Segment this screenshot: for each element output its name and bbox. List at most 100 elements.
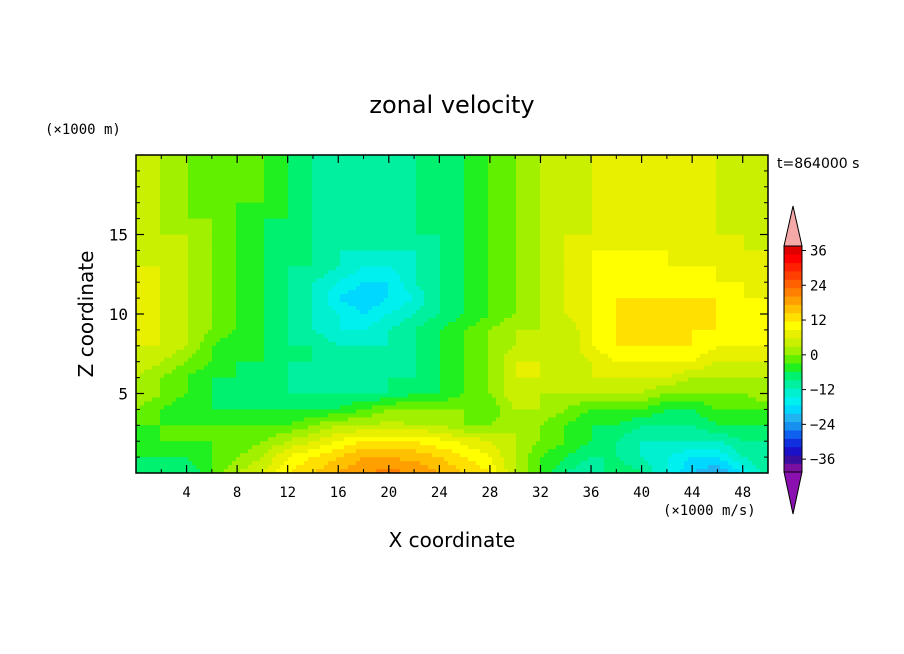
field-cell [208, 258, 213, 263]
field-cell [320, 214, 325, 220]
field-cell [564, 174, 569, 180]
field-cell [236, 254, 241, 259]
field-cell [636, 194, 641, 200]
field-cell [204, 158, 209, 164]
field-cell [756, 258, 761, 263]
field-cell [736, 234, 741, 240]
field-cell [612, 266, 617, 271]
field-cell [628, 262, 633, 267]
field-cell [428, 262, 433, 267]
field-cell [580, 155, 585, 160]
field-cell [692, 198, 697, 204]
field-cell [324, 262, 329, 267]
field-cell [640, 214, 645, 220]
field-cell [444, 178, 449, 184]
field-cell [580, 246, 585, 252]
field-cell [472, 186, 477, 192]
field-cell [352, 202, 357, 208]
field-cell [588, 218, 593, 224]
field-cell [216, 266, 221, 271]
field-cell [360, 186, 365, 192]
field-cell [364, 170, 369, 176]
field-cell [424, 266, 429, 271]
field-cell [640, 174, 645, 180]
field-cell [332, 182, 337, 188]
field-cell [224, 226, 229, 232]
field-cell [448, 182, 453, 188]
field-cell [376, 266, 381, 271]
field-cell [576, 162, 581, 168]
field-cell [620, 274, 625, 279]
field-cell [448, 174, 453, 180]
field-cell [744, 178, 749, 184]
field-cell [516, 170, 521, 176]
field-cell [396, 274, 401, 279]
field-cell [740, 218, 745, 224]
field-cell [568, 162, 573, 168]
field-cell [744, 194, 749, 200]
field-cell [628, 270, 633, 275]
field-cell [164, 270, 169, 275]
field-cell [560, 178, 565, 184]
field-cell [288, 162, 293, 168]
field-cell [632, 162, 637, 168]
field-cell [424, 242, 429, 248]
field-cell [756, 254, 761, 259]
field-cell [148, 194, 153, 200]
field-cell [364, 206, 369, 212]
field-cell [584, 254, 589, 259]
field-cell [428, 226, 433, 232]
field-cell [176, 214, 181, 220]
field-cell [556, 194, 561, 200]
field-cell [568, 250, 573, 255]
field-cell [608, 170, 613, 176]
field-cell [332, 238, 337, 244]
field-cell [464, 190, 469, 196]
field-cell [244, 178, 249, 184]
field-cell [612, 190, 617, 196]
field-cell [460, 210, 465, 216]
field-cell [760, 198, 765, 204]
field-cell [292, 266, 297, 271]
field-cell [748, 222, 753, 228]
field-cell [604, 266, 609, 271]
field-cell [420, 190, 425, 196]
field-cell [264, 262, 269, 267]
field-cell [400, 170, 405, 176]
field-cell [428, 155, 433, 160]
field-cell [308, 226, 313, 232]
field-cell [276, 246, 281, 252]
field-cell [416, 278, 421, 283]
field-cell [192, 214, 197, 220]
field-cell [452, 278, 457, 283]
field-cell [552, 226, 557, 232]
field-cell [356, 266, 361, 271]
field-cell [564, 206, 569, 212]
field-cell [428, 222, 433, 228]
field-cell [344, 262, 349, 267]
field-cell [408, 254, 413, 259]
field-cell [624, 246, 629, 252]
field-cell [560, 174, 565, 180]
field-cell [236, 278, 241, 283]
field-cell [368, 270, 373, 275]
field-cell [324, 155, 329, 160]
field-cell [184, 174, 189, 180]
field-cell [752, 202, 757, 208]
field-cell [392, 278, 397, 283]
field-cell [188, 162, 193, 168]
field-cell [332, 226, 337, 232]
field-cell [468, 242, 473, 248]
field-cell [404, 158, 409, 164]
field-cell [208, 222, 213, 228]
field-cell [188, 206, 193, 212]
field-cell [196, 190, 201, 196]
field-cell [340, 230, 345, 236]
field-cell [480, 158, 485, 164]
field-cell [712, 178, 717, 184]
field-cell [220, 178, 225, 184]
field-cell [496, 246, 501, 252]
field-cell [160, 278, 165, 283]
field-cell [300, 218, 305, 224]
field-cell [224, 214, 229, 220]
